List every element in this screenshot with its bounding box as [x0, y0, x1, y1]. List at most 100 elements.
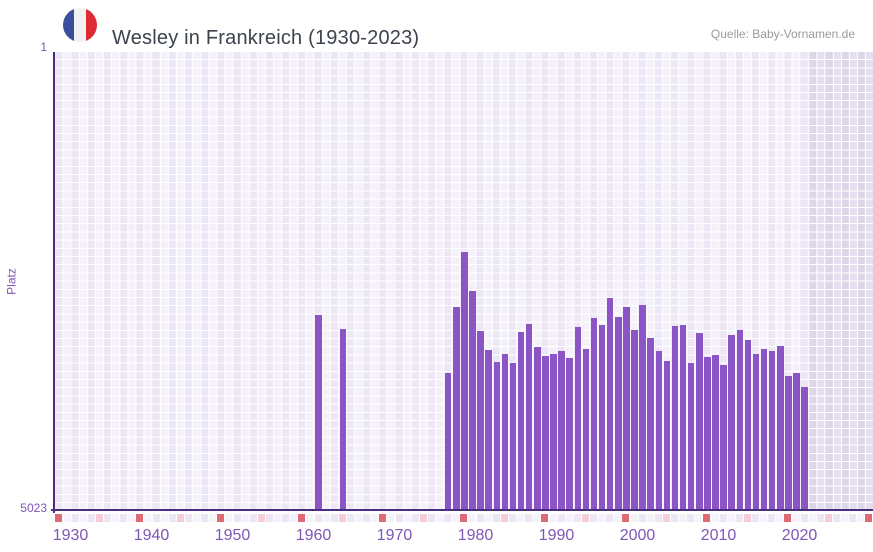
- tick-strip-cell: [87, 514, 95, 522]
- tick-strip-cell: [120, 514, 128, 522]
- y-axis-line: [53, 52, 55, 513]
- tick-strip-cell: [800, 514, 808, 522]
- france-flag-icon: [63, 8, 97, 42]
- bar-1988[interactable]: [534, 347, 541, 511]
- tick-strip-cell: [849, 514, 857, 522]
- bar-1961[interactable]: [315, 315, 322, 511]
- tick-strip-cell: [476, 514, 484, 522]
- bar-2004[interactable]: [663, 360, 671, 511]
- tick-strip-cell: [752, 514, 760, 522]
- bar-2009[interactable]: [704, 357, 711, 511]
- tick-strip-cell: [290, 514, 298, 522]
- bar-1995[interactable]: [590, 317, 598, 511]
- tick-strip-cell: [363, 514, 371, 522]
- bar-2012[interactable]: [728, 335, 735, 511]
- bar-1979[interactable]: [461, 252, 468, 511]
- bar-1998[interactable]: [615, 317, 622, 511]
- bar-2007[interactable]: [687, 362, 695, 511]
- tick-strip-cell: [201, 514, 209, 522]
- tick-strip-cell: [606, 514, 614, 522]
- bar-1997[interactable]: [606, 297, 614, 511]
- bar-1994[interactable]: [582, 349, 590, 511]
- bar-2020[interactable]: [793, 372, 800, 511]
- tick-strip-half-decade-marker: [743, 514, 751, 522]
- source-credit: Quelle: Baby-Vornamen.de: [710, 27, 855, 41]
- bar-2000[interactable]: [631, 329, 638, 511]
- x-tick-label-2000: 2000: [619, 527, 656, 544]
- bar-2003[interactable]: [655, 350, 663, 511]
- tick-strip-cell: [104, 514, 112, 522]
- tick-strip-cell: [719, 514, 727, 522]
- bar-1982[interactable]: [485, 349, 492, 511]
- bar-1992[interactable]: [566, 358, 573, 511]
- bar-2008[interactable]: [696, 333, 703, 511]
- bar-1987[interactable]: [525, 324, 533, 511]
- tick-strip-cell: [330, 514, 338, 522]
- bar-1993[interactable]: [574, 327, 582, 511]
- bar-1986[interactable]: [517, 331, 525, 511]
- tick-strip-cell: [549, 514, 557, 522]
- tick-strip-cell: [687, 514, 695, 522]
- tick-strip-cell: [638, 514, 646, 522]
- tick-strip-cell: [71, 514, 79, 522]
- bar-2018[interactable]: [777, 346, 784, 511]
- x-tick-label-1960: 1960: [295, 527, 332, 544]
- tick-strip-cell: [590, 514, 598, 522]
- bar-2010[interactable]: [712, 355, 719, 511]
- bar-2016[interactable]: [760, 349, 768, 511]
- tick-strip-cell: [355, 514, 363, 522]
- bar-1984[interactable]: [501, 354, 509, 511]
- tick-strip-cell: [573, 514, 581, 522]
- tick-strip-cell: [403, 514, 411, 522]
- flag-blue-stripe: [63, 8, 75, 42]
- bar-2006[interactable]: [679, 325, 687, 511]
- bar-1977[interactable]: [444, 372, 452, 511]
- tick-strip-half-decade-marker: [338, 514, 346, 522]
- tick-strip-cell: [274, 514, 282, 522]
- bar-2011[interactable]: [720, 364, 727, 511]
- bar-2019[interactable]: [785, 376, 792, 511]
- tick-strip-cell: [492, 514, 500, 522]
- tick-strip-half-decade-marker: [824, 514, 832, 522]
- x-axis-tick-strip: [0, 514, 873, 522]
- bar-1980[interactable]: [469, 291, 476, 511]
- bar-1999[interactable]: [623, 306, 630, 511]
- bar-1983[interactable]: [493, 361, 501, 511]
- tick-strip-cell: [314, 514, 322, 522]
- tick-strip-cell: [695, 514, 703, 522]
- x-tick-label-1930: 1930: [52, 527, 89, 544]
- tick-strip-cell: [525, 514, 533, 522]
- tick-strip-cell: [387, 514, 395, 522]
- bar-1978[interactable]: [453, 306, 460, 511]
- bar-2017[interactable]: [768, 350, 776, 511]
- bar-1981[interactable]: [477, 330, 484, 511]
- bar-1985[interactable]: [509, 362, 517, 511]
- bar-2021[interactable]: [801, 387, 808, 511]
- tick-strip-cell: [646, 514, 654, 522]
- bar-2013[interactable]: [736, 329, 744, 511]
- tick-strip-half-decade-marker: [662, 514, 670, 522]
- tick-strip-cell: [427, 514, 435, 522]
- bar-1964[interactable]: [339, 328, 347, 511]
- tick-strip-decade-marker: [865, 514, 873, 522]
- bar-2001[interactable]: [639, 305, 646, 511]
- bar-2015[interactable]: [752, 353, 760, 511]
- bar-1991[interactable]: [558, 350, 565, 511]
- tick-strip-cell: [841, 514, 849, 522]
- tick-strip-cell: [63, 514, 71, 522]
- bar-2014[interactable]: [744, 339, 752, 511]
- bar-2002[interactable]: [647, 338, 654, 511]
- tick-strip-cell: [857, 514, 865, 522]
- tick-strip-decade-marker: [217, 514, 225, 522]
- tick-strip-cell: [816, 514, 824, 522]
- y-axis-max-label: 1: [40, 40, 47, 54]
- tick-strip-cell: [776, 514, 784, 522]
- bar-1990[interactable]: [550, 353, 557, 511]
- tick-strip-cell: [598, 514, 606, 522]
- bar-1989[interactable]: [542, 356, 549, 511]
- bar-1996[interactable]: [598, 325, 606, 511]
- tick-strip-cell: [444, 514, 452, 522]
- x-tick-label-1940: 1940: [133, 527, 170, 544]
- bar-2005[interactable]: [671, 326, 679, 511]
